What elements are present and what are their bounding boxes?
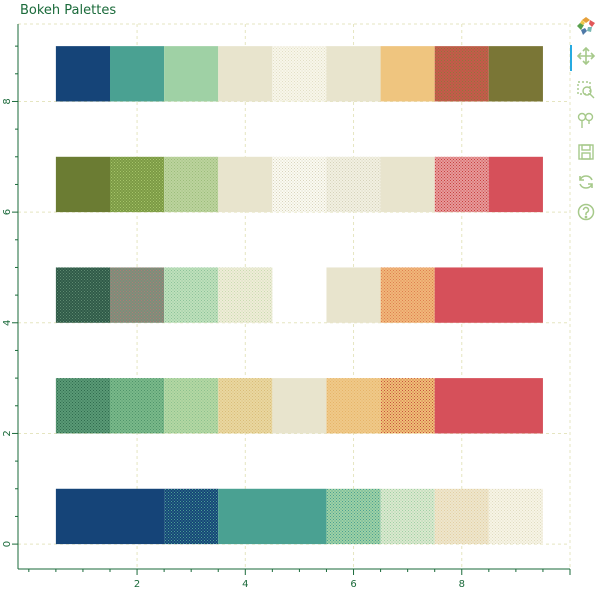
box-zoom-icon: [576, 80, 596, 104]
y-tick-label: 0: [2, 541, 13, 547]
palette-tile[interactable]: [164, 378, 219, 434]
palette-tile[interactable]: [55, 267, 110, 323]
help-icon: [576, 202, 596, 226]
palette-tile[interactable]: [218, 378, 273, 434]
palette-tile[interactable]: [326, 267, 381, 323]
wheel-zoom-icon: [576, 110, 596, 134]
wheel-zoom-tool[interactable]: [576, 112, 596, 132]
palette-tile[interactable]: [272, 46, 327, 102]
palette-tile[interactable]: [434, 156, 489, 213]
palette-tile[interactable]: [380, 488, 435, 545]
palette-tile[interactable]: [55, 488, 165, 545]
palette-tile[interactable]: [164, 267, 219, 323]
x-tick-label: 4: [242, 579, 248, 590]
palette-tile[interactable]: [488, 488, 543, 545]
y-tick-label: 4: [2, 320, 13, 326]
active-tool-indicator: [570, 45, 572, 71]
palette-tile[interactable]: [218, 156, 273, 213]
palette-tiles[interactable]: [55, 46, 543, 545]
palette-tile[interactable]: [110, 267, 165, 323]
palette-tile[interactable]: [380, 156, 435, 213]
palette-tile[interactable]: [218, 267, 273, 323]
y-tick-label: 2: [2, 430, 13, 436]
palette-tile[interactable]: [272, 156, 327, 213]
palette-tile[interactable]: [55, 46, 110, 102]
palette-tile[interactable]: [218, 46, 273, 102]
reset-icon: [576, 172, 596, 196]
palette-tile[interactable]: [380, 378, 435, 434]
palette-tile[interactable]: [326, 46, 381, 102]
help-tool[interactable]: [576, 202, 596, 226]
palette-tile[interactable]: [272, 378, 327, 434]
x-tick-label: 6: [350, 579, 356, 590]
palette-tile[interactable]: [110, 156, 165, 213]
bokeh-logo-tool: [576, 16, 596, 40]
palette-tile[interactable]: [434, 46, 489, 102]
palette-tile[interactable]: [326, 156, 381, 213]
save-tool[interactable]: [576, 144, 596, 164]
palette-tile[interactable]: [488, 156, 543, 213]
palette-tile[interactable]: [164, 46, 219, 102]
palette-tile[interactable]: [55, 156, 110, 213]
axes: 0 2 4 6 8 2 4 6 8: [2, 24, 571, 590]
x-tick-label: 2: [134, 579, 140, 590]
palette-tile[interactable]: [380, 46, 435, 102]
y-tick-label: 6: [2, 209, 13, 215]
x-tick-label: 8: [459, 579, 465, 590]
box-zoom-tool[interactable]: [576, 80, 596, 104]
pan-icon: [576, 46, 596, 70]
palette-tile[interactable]: [110, 378, 165, 434]
palette-tile[interactable]: [164, 488, 219, 545]
pan-tool[interactable]: [576, 46, 596, 70]
palette-tile[interactable]: [164, 156, 219, 213]
palette-tile[interactable]: [434, 378, 543, 434]
bokeh-logo-icon: [576, 16, 596, 40]
palette-tile[interactable]: [326, 378, 381, 434]
y-tick-label: 8: [2, 98, 13, 104]
palette-tile[interactable]: [380, 267, 435, 323]
palette-tile[interactable]: [55, 378, 110, 434]
reset-tool[interactable]: [576, 174, 596, 194]
palette-tile[interactable]: [434, 267, 543, 323]
palette-tile[interactable]: [326, 488, 381, 545]
palette-tile[interactable]: [434, 488, 489, 545]
palette-tile[interactable]: [488, 46, 543, 102]
palette-tile[interactable]: [110, 46, 165, 102]
plot-title: Bokeh Palettes: [20, 3, 117, 18]
save-icon: [576, 142, 596, 166]
palette-tile[interactable]: [218, 488, 327, 545]
